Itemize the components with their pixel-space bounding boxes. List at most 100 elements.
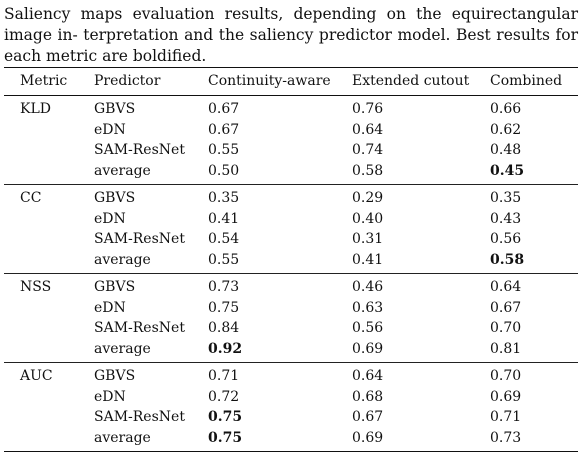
- predictor-cell: SAM-ResNet: [94, 320, 185, 336]
- extended-cell: 0.64: [352, 368, 384, 384]
- continuity-cell: 0.55: [208, 251, 240, 268]
- table-row: SAM-ResNet 0.54 0.31 0.56: [4, 229, 578, 250]
- continuity-cell: 0.41: [208, 210, 240, 227]
- extended-cell: 0.68: [352, 388, 384, 405]
- predictor-cell: eDN: [94, 299, 126, 316]
- combined-cell: 0.70: [490, 320, 522, 336]
- extended-cell: 0.31: [352, 231, 384, 247]
- metric-cell-empty: [4, 140, 94, 161]
- predictor-cell: SAM-ResNet: [94, 142, 185, 158]
- header-continuity-aware: Continuity-aware: [208, 73, 331, 89]
- table-row: average 0.92 0.69 0.81: [4, 339, 578, 363]
- header-row: Metric Predictor Continuity-aware Extend…: [4, 67, 578, 96]
- metric-cell-empty: [4, 339, 94, 363]
- extended-cell: 0.76: [352, 101, 384, 117]
- table-row: average 0.75 0.69 0.73: [4, 428, 578, 452]
- extended-cell: 0.29: [352, 190, 384, 206]
- extended-cell: 0.74: [352, 142, 384, 158]
- predictor-cell: average: [94, 429, 151, 446]
- metric-cell: NSS: [20, 279, 52, 295]
- combined-cell: 0.35: [490, 190, 522, 206]
- table-row: SAM-ResNet 0.75 0.67 0.71: [4, 407, 578, 428]
- table-row: average 0.55 0.41 0.58: [4, 250, 578, 274]
- group-cc: CC GBVS 0.35 0.29 0.35 eDN 0.41 0.40 0.4…: [4, 185, 578, 274]
- combined-cell: 0.71: [490, 409, 522, 425]
- caption-line-3: boldified.: [132, 47, 207, 65]
- extended-cell: 0.69: [352, 429, 384, 446]
- extended-cell: 0.41: [352, 251, 384, 268]
- table-row: average 0.50 0.58 0.45: [4, 161, 578, 185]
- predictor-cell: eDN: [94, 388, 126, 405]
- combined-cell-best: 0.58: [490, 251, 525, 268]
- predictor-cell: eDN: [94, 210, 126, 227]
- combined-cell: 0.81: [490, 340, 522, 357]
- continuity-cell: 0.75: [208, 299, 240, 316]
- table-row: eDN 0.75 0.63 0.67: [4, 298, 578, 319]
- table-row: eDN 0.67 0.64 0.62: [4, 120, 578, 141]
- metric-cell-empty: [4, 298, 94, 319]
- predictor-cell: GBVS: [94, 368, 136, 384]
- extended-cell: 0.69: [352, 340, 384, 357]
- extended-cell: 0.67: [352, 409, 384, 425]
- continuity-cell: 0.54: [208, 231, 240, 247]
- extended-cell: 0.58: [352, 162, 384, 179]
- continuity-cell: 0.35: [208, 190, 240, 206]
- extended-cell: 0.46: [352, 279, 384, 295]
- predictor-cell: GBVS: [94, 279, 136, 295]
- combined-cell: 0.43: [490, 210, 522, 227]
- predictor-cell: GBVS: [94, 101, 136, 117]
- metric-cell-empty: [4, 209, 94, 230]
- metric-cell-empty: [4, 120, 94, 141]
- results-table: Metric Predictor Continuity-aware Extend…: [4, 67, 578, 452]
- metric-cell: CC: [20, 190, 42, 206]
- continuity-cell: 0.73: [208, 279, 240, 295]
- metric-cell-empty: [4, 387, 94, 408]
- metric-cell: KLD: [20, 101, 51, 117]
- caption-line-2: terpretation and the saliency predictor …: [4, 26, 578, 65]
- continuity-cell: 0.50: [208, 162, 240, 179]
- table-row: eDN 0.41 0.40 0.43: [4, 209, 578, 230]
- table-row: KLD GBVS 0.67 0.76 0.66: [4, 96, 578, 120]
- metric-cell-empty: [4, 229, 94, 250]
- combined-cell: 0.67: [490, 299, 522, 316]
- predictor-cell: average: [94, 162, 151, 179]
- metric-cell-empty: [4, 407, 94, 428]
- predictor-cell: eDN: [94, 121, 126, 138]
- predictor-cell: SAM-ResNet: [94, 231, 185, 247]
- extended-cell: 0.56: [352, 320, 384, 336]
- combined-cell: 0.62: [490, 121, 522, 138]
- combined-cell-best: 0.45: [490, 162, 525, 179]
- caption-line-1: Saliency maps evaluation results, depend…: [4, 5, 578, 44]
- predictor-cell: SAM-ResNet: [94, 409, 185, 425]
- continuity-cell-best: 0.75: [208, 429, 243, 446]
- combined-cell: 0.56: [490, 231, 522, 247]
- combined-cell: 0.48: [490, 142, 522, 158]
- group-kld: KLD GBVS 0.67 0.76 0.66 eDN 0.67 0.64 0.…: [4, 96, 578, 185]
- extended-cell: 0.40: [352, 210, 384, 227]
- header-metric: Metric: [20, 73, 68, 89]
- table-row: SAM-ResNet 0.55 0.74 0.48: [4, 140, 578, 161]
- table-row: eDN 0.72 0.68 0.69: [4, 387, 578, 408]
- table-row: SAM-ResNet 0.84 0.56 0.70: [4, 318, 578, 339]
- group-auc: AUC GBVS 0.71 0.64 0.70 eDN 0.72 0.68 0.…: [4, 363, 578, 452]
- header-extended-cutout: Extended cutout: [352, 73, 470, 89]
- combined-cell: 0.64: [490, 279, 522, 295]
- continuity-cell: 0.71: [208, 368, 240, 384]
- combined-cell: 0.69: [490, 388, 522, 405]
- predictor-cell: GBVS: [94, 190, 136, 206]
- table-row: NSS GBVS 0.73 0.46 0.64: [4, 274, 578, 298]
- combined-cell: 0.73: [490, 429, 522, 446]
- predictor-cell: average: [94, 251, 151, 268]
- header-predictor: Predictor: [94, 73, 161, 89]
- extended-cell: 0.63: [352, 299, 384, 316]
- table-row: AUC GBVS 0.71 0.64 0.70: [4, 363, 578, 387]
- combined-cell: 0.70: [490, 368, 522, 384]
- combined-cell: 0.66: [490, 101, 522, 117]
- table-row: CC GBVS 0.35 0.29 0.35: [4, 185, 578, 209]
- continuity-cell: 0.72: [208, 388, 240, 405]
- extended-cell: 0.64: [352, 121, 384, 138]
- continuity-cell: 0.55: [208, 142, 240, 158]
- group-nss: NSS GBVS 0.73 0.46 0.64 eDN 0.75 0.63 0.…: [4, 274, 578, 363]
- continuity-cell-best: 0.92: [208, 340, 243, 357]
- continuity-cell-best: 0.75: [208, 409, 243, 425]
